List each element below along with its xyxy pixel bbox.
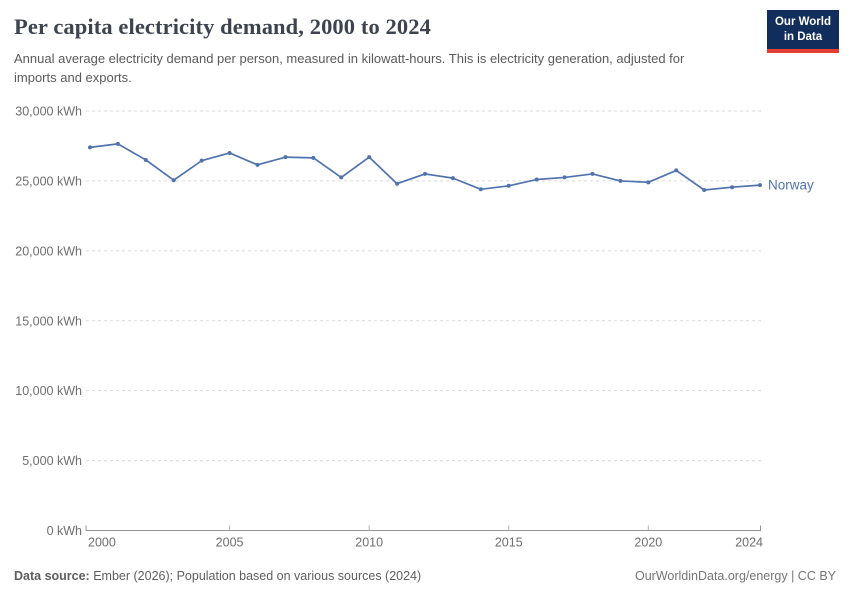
- data-point: [88, 145, 92, 150]
- data-source-note: Data source: Ember (2026); Population ba…: [14, 569, 421, 583]
- y-axis-tick-label: 10,000 kWh: [15, 384, 82, 398]
- data-point: [534, 177, 539, 182]
- license-link[interactable]: OurWorldinData.org/energy | CC BY: [634, 569, 836, 583]
- chart-footer: Data source: Ember (2026); Population ba…: [14, 569, 836, 583]
- y-axis-tick-label: 30,000 kWh: [15, 105, 82, 119]
- data-point: [367, 155, 372, 160]
- x-axis-tick-label: 2015: [495, 536, 523, 550]
- data-point: [143, 157, 148, 162]
- data-point: [199, 158, 204, 163]
- data-point: [618, 178, 623, 183]
- x-axis-line: [85, 525, 761, 531]
- data-source-text: Ember (2026); Population based on variou…: [89, 569, 422, 583]
- owid-logo[interactable]: Our World in Data: [766, 10, 839, 53]
- data-point: [730, 185, 735, 190]
- data-point: [311, 155, 316, 160]
- x-axis-tick-label: 2000: [88, 536, 116, 550]
- x-axis-tick-label: 2020: [634, 536, 662, 550]
- data-point: [674, 168, 679, 173]
- series-label-norway: Norway: [768, 178, 814, 193]
- owid-logo-line2: in Data: [783, 30, 823, 43]
- data-point: [115, 141, 120, 146]
- data-point: [450, 176, 455, 181]
- data-point: [646, 180, 651, 185]
- data-point: [423, 171, 427, 176]
- y-axis-tick-label: 25,000 kWh: [15, 174, 82, 188]
- data-point: [255, 162, 260, 167]
- x-axis-tick-label: 2005: [216, 536, 244, 550]
- data-point: [590, 171, 595, 176]
- chart-subtitle: Annual average electricity demand per pe…: [14, 51, 685, 85]
- data-point: [702, 188, 707, 193]
- data-point: [227, 150, 232, 155]
- data-point: [506, 183, 511, 188]
- y-axis-tick-label: 20,000 kWh: [15, 244, 82, 258]
- y-axis-tick-label: 0 kWh: [47, 524, 82, 538]
- data-point: [478, 187, 483, 192]
- data-source-label: Data source:: [14, 569, 90, 583]
- x-axis-tick-label: 2024: [735, 536, 763, 550]
- data-point: [758, 183, 762, 188]
- owid-logo-line1: Our World: [774, 16, 831, 28]
- data-point: [171, 178, 176, 183]
- y-axis-tick-label: 5,000 kWh: [22, 454, 82, 468]
- data-point: [283, 155, 288, 160]
- page-title: Per capita electricity demand, 2000 to 2…: [14, 14, 431, 39]
- data-line-norway: [89, 143, 761, 191]
- y-axis-tick-label: 15,000 kWh: [15, 314, 82, 328]
- data-point: [395, 181, 400, 186]
- data-point: [562, 175, 567, 180]
- data-point: [339, 175, 344, 180]
- x-axis-tick-label: 2010: [355, 536, 383, 550]
